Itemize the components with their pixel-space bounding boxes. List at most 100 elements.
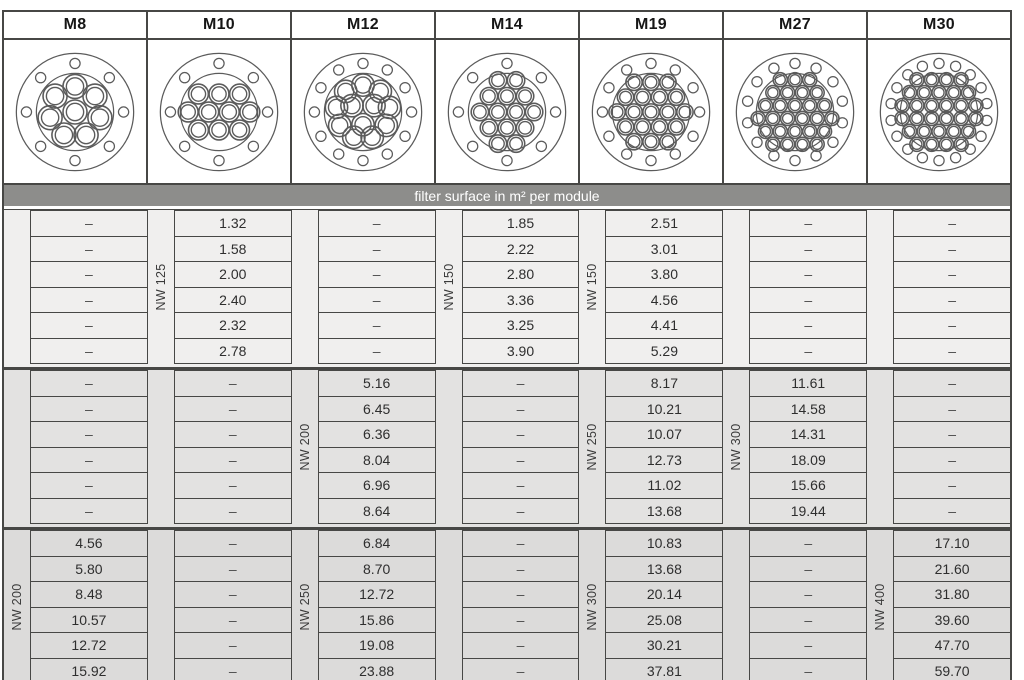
value-cell: 8.70 xyxy=(318,557,435,582)
nw-size-label: NW 250 xyxy=(585,423,600,471)
value-cell: – xyxy=(894,499,1011,524)
value-cell: – xyxy=(174,422,291,448)
not-available-dash: – xyxy=(228,611,237,628)
flange-diagram-m30 xyxy=(879,52,999,171)
filter-surface-value: 8.64 xyxy=(363,502,391,519)
value-cell: 2.00 xyxy=(174,262,291,288)
value-cell: 2.80 xyxy=(462,262,579,288)
filter-surface-value: 2.51 xyxy=(650,215,678,232)
flange-diagram-m10 xyxy=(159,52,279,171)
value-cell: – xyxy=(750,582,867,608)
value-cell: 20.14 xyxy=(606,582,723,608)
value-cell: 1.58 xyxy=(174,237,291,262)
nw-size-cell: NW 150 xyxy=(436,210,463,364)
nw-size-cell xyxy=(292,210,319,364)
value-cell: – xyxy=(750,557,867,582)
filter-surface-value: 6.36 xyxy=(363,426,391,443)
not-available-dash: – xyxy=(228,477,237,494)
value-cell: – xyxy=(318,313,435,339)
column-header-m10: M10 xyxy=(146,12,290,38)
value-stack: – – – – – – xyxy=(462,370,579,524)
flange-cell-m30 xyxy=(866,40,1010,183)
value-cell: 6.84 xyxy=(318,531,435,557)
value-cell: 6.36 xyxy=(318,422,435,448)
value-cell: 10.07 xyxy=(606,422,723,448)
value-cell: 10.57 xyxy=(31,608,147,633)
not-available-dash: – xyxy=(372,215,381,232)
value-cell: – xyxy=(750,633,867,659)
value-cell: 3.80 xyxy=(606,262,723,288)
value-cell: – xyxy=(31,448,147,473)
filter-surface-value: 5.16 xyxy=(363,375,391,392)
module-column-m12: NW 200 5.16 6.45 6.36 8.04 6.96 8.64 xyxy=(290,370,435,524)
filter-surface-value: 14.31 xyxy=(790,426,826,443)
value-cell: – xyxy=(750,339,867,364)
value-cell: 5.29 xyxy=(606,339,723,364)
value-cell: – xyxy=(462,557,579,582)
module-column-m10: – – – – – – xyxy=(146,370,291,524)
nw-size-cell xyxy=(436,370,463,524)
value-cell: – xyxy=(750,237,867,262)
nw-size-cell xyxy=(867,370,895,524)
filter-surface-value: 19.44 xyxy=(790,502,826,519)
value-stack: 1.85 2.22 2.80 3.36 3.25 3.90 xyxy=(462,210,579,364)
value-cell: – xyxy=(462,473,579,499)
value-cell: – xyxy=(463,659,579,680)
filter-surface-value: 23.88 xyxy=(359,662,395,679)
not-available-dash: – xyxy=(85,502,93,519)
value-cell: 1.32 xyxy=(174,211,291,237)
filter-surface-value: 11.61 xyxy=(791,375,826,392)
value-cell: – xyxy=(31,339,147,364)
flange-diagram-m12 xyxy=(303,52,423,171)
value-cell: 1.85 xyxy=(462,211,579,237)
not-available-dash: – xyxy=(516,426,525,443)
column-header-m12: M12 xyxy=(290,12,434,38)
not-available-dash: – xyxy=(85,266,93,283)
value-cell: 11.61 xyxy=(750,371,867,397)
value-cell: 4.41 xyxy=(606,313,723,339)
filter-surface-value: 1.85 xyxy=(506,215,535,232)
not-available-dash: – xyxy=(228,535,237,552)
not-available-dash: – xyxy=(372,266,381,283)
value-stack: – – – – – – xyxy=(174,530,291,680)
filter-surface-value: 10.57 xyxy=(71,611,107,628)
nw-size-label: NW 150 xyxy=(441,263,456,311)
not-available-dash: – xyxy=(85,342,93,359)
value-cell: 2.32 xyxy=(174,313,291,339)
value-cell: – xyxy=(31,313,147,339)
filter-surface-band: filter surface in m² per module xyxy=(4,185,1010,206)
filter-surface-value: 18.09 xyxy=(790,451,826,468)
value-cell: – xyxy=(318,211,435,237)
value-cell: – xyxy=(894,262,1011,288)
value-cell: – xyxy=(174,499,291,524)
filter-surface-value: 5.80 xyxy=(75,560,103,577)
value-cell: 4.56 xyxy=(31,531,147,557)
not-available-dash: – xyxy=(228,662,237,679)
module-column-m8: – – – – – – xyxy=(4,370,147,524)
value-cell: 6.45 xyxy=(318,397,435,422)
filter-surface-value: 3.01 xyxy=(650,240,678,257)
value-cell: 23.88 xyxy=(319,659,435,680)
value-cell: – xyxy=(174,371,291,397)
column-header-m30: M30 xyxy=(866,12,1010,38)
value-cell: – xyxy=(462,633,579,659)
module-column-m30: NW 400 17.10 21.60 31.80 39.60 47.70 59.70 xyxy=(866,530,1011,680)
flange-diagram-m8 xyxy=(15,52,135,171)
value-cell: 13.68 xyxy=(606,557,723,582)
filter-surface-value: 15.86 xyxy=(359,611,395,628)
nw-size-cell xyxy=(723,210,751,364)
value-cell: 3.90 xyxy=(462,339,579,364)
nw-size-cell: NW 125 xyxy=(148,210,175,364)
filter-surface-value: 2.40 xyxy=(219,291,247,308)
not-available-dash: – xyxy=(804,215,813,232)
flange-row xyxy=(4,40,1010,185)
module-column-m8: – – – – – – xyxy=(4,210,147,364)
module-column-m10: NW 125 1.32 1.58 2.00 2.40 2.32 2.78 xyxy=(146,210,291,364)
value-cell: – xyxy=(31,288,147,313)
filter-surface-value: 1.58 xyxy=(219,240,247,257)
value-cell: 2.40 xyxy=(174,288,291,313)
value-cell: 10.83 xyxy=(606,531,723,557)
value-cell: – xyxy=(318,237,435,262)
not-available-dash: – xyxy=(948,240,956,257)
